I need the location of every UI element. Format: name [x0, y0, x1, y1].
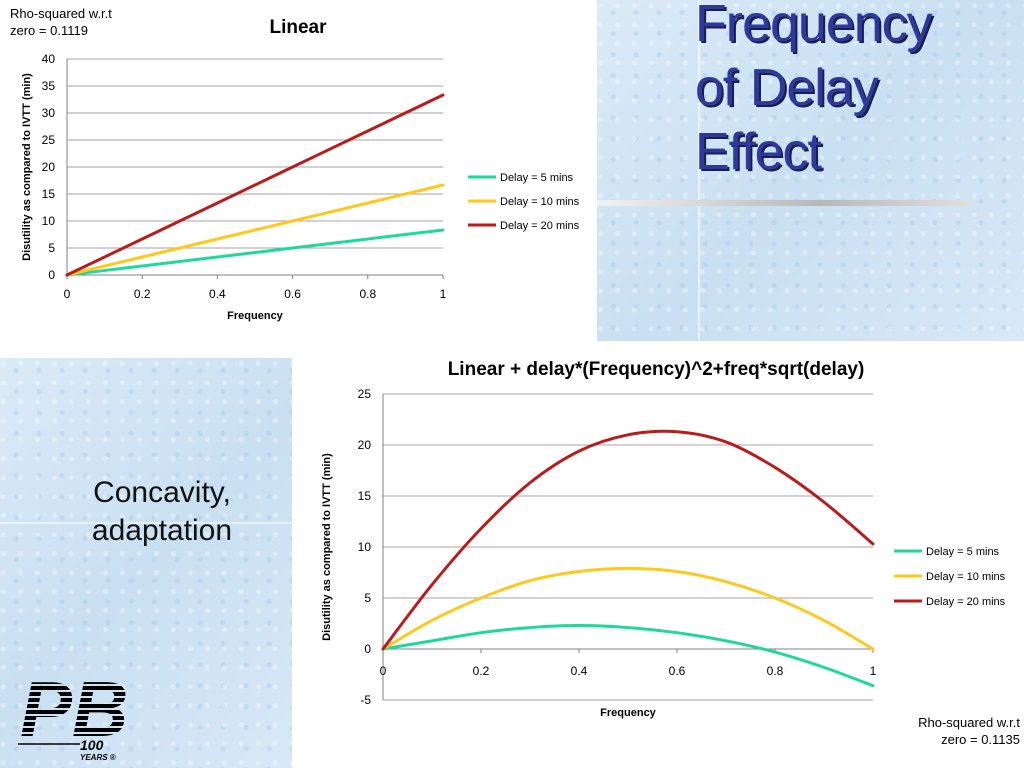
logo-letters: PB: [20, 665, 128, 753]
title-divider: [597, 200, 971, 206]
x-axis-label: Frequency: [227, 310, 284, 322]
y-tick-label: 10: [358, 540, 372, 554]
x-axis-label: Frequency: [600, 707, 657, 719]
panel-seam: [0, 522, 292, 524]
x-tick-label: 0.6: [284, 287, 301, 301]
y-tick-label: -5: [360, 693, 371, 707]
x-tick-label: 0.4: [209, 287, 226, 301]
x-tick-label: 0.4: [571, 664, 588, 678]
side-caption: Concavity, adaptation: [91, 476, 233, 547]
legend-label: Delay = 10 mins: [500, 196, 580, 208]
x-tick-label: 0.2: [134, 287, 151, 301]
x-tick-label: 0: [64, 287, 71, 301]
y-tick-label: 20: [42, 160, 56, 174]
series-line-2: [65, 183, 445, 277]
rho-squared-annotation-bottom: Rho-squared w.r.t zero = 0.1135: [918, 715, 1020, 747]
series-line-1: [381, 624, 875, 688]
legend-label: Delay = 20 mins: [926, 596, 1006, 608]
series-line-3: [65, 93, 445, 277]
y-tick-label: 20: [358, 438, 372, 452]
x-tick-label: 1: [870, 664, 877, 678]
y-tick-label: 10: [42, 214, 56, 228]
series-line-1: [65, 228, 445, 277]
x-tick-label: 0.8: [767, 664, 784, 678]
series-line-3: [381, 429, 875, 651]
y-tick-label: 35: [42, 79, 56, 93]
y-tick-label: 0: [48, 268, 55, 282]
logo-years-number: 100: [80, 737, 104, 753]
y-tick-label: 5: [364, 591, 371, 605]
y-axis-label: Disutility as compared to IVTT (min): [321, 453, 333, 641]
y-tick-label: 30: [42, 106, 56, 120]
y-tick-label: 15: [358, 489, 372, 503]
x-tick-label: 0.6: [669, 664, 686, 678]
chart-title: Linear + delay*(Frequency)^2+freq*sqrt(d…: [448, 359, 865, 380]
x-tick-label: 1: [440, 287, 447, 301]
series-line-2: [381, 566, 875, 651]
x-tick-label: 0.2: [473, 664, 490, 678]
y-tick-label: 5: [48, 241, 55, 255]
panel-seam: [698, 0, 700, 341]
logo-years-label: YEARS ®: [80, 753, 116, 762]
chart-title: Linear: [269, 17, 327, 38]
background-panel-bottom-left: [0, 358, 292, 768]
pb-logo: PB 100 YEARS ®: [18, 665, 128, 762]
y-tick-label: 25: [42, 133, 56, 147]
chart-linear: Linear 0 5 10 15 20 25 30 35 40 0 0.2 0.4 0.6 0.8 1 Freq…: [21, 17, 580, 322]
legend-label: Delay = 5 mins: [500, 172, 574, 184]
legend-label: Delay = 20 mins: [500, 220, 580, 232]
legend-label: Delay = 10 mins: [926, 571, 1006, 583]
y-tick-label: 25: [358, 387, 372, 401]
y-axis-label: Disutility as compared to IVTT (min): [21, 73, 33, 261]
legend-label: Delay = 5 mins: [926, 546, 1000, 558]
background-panel-top-right: [597, 0, 1024, 341]
y-tick-label: 15: [42, 187, 56, 201]
y-tick-label: 0: [364, 642, 371, 656]
x-tick-label: 0: [380, 664, 387, 678]
rho-squared-annotation-top: Rho-squared w.r.t zero = 0.1119: [10, 6, 112, 38]
slide-title: Frequency of Delay Effect: [695, 0, 933, 181]
y-tick-label: 40: [42, 52, 56, 66]
x-tick-label: 0.8: [359, 287, 376, 301]
